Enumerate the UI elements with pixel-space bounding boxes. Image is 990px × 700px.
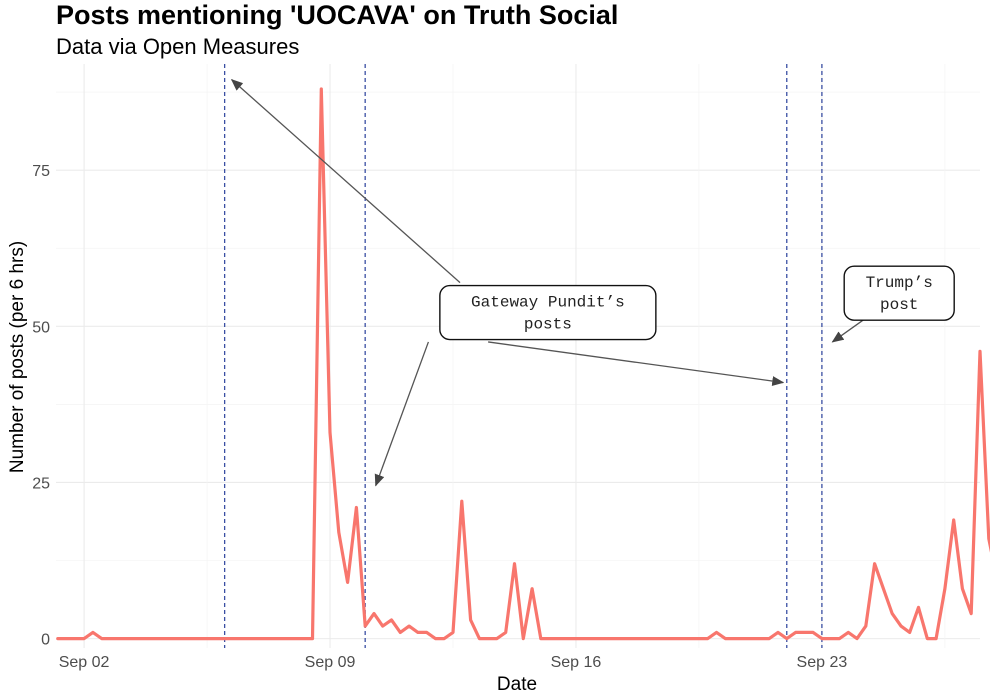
annotation-arrows xyxy=(230,78,868,487)
chart-subtitle: Data via Open Measures xyxy=(56,34,300,59)
annotation-arrow xyxy=(488,341,785,386)
x-tick-label: Sep 09 xyxy=(305,654,356,671)
x-tick-label: Sep 16 xyxy=(551,654,602,671)
y-tick-label: 0 xyxy=(41,632,50,649)
axis-ticks: 0 25 50 75 Sep 02 Sep 09 Sep 16 Sep 23 xyxy=(32,163,847,671)
annotation-arrow xyxy=(831,316,868,343)
series-lines xyxy=(56,87,990,641)
y-tick-label: 25 xyxy=(32,475,50,492)
annotation-text: post xyxy=(880,296,918,314)
annotation-arrow xyxy=(374,341,430,487)
annotation-text: posts xyxy=(524,316,572,334)
series-line xyxy=(56,87,990,641)
annotation-box xyxy=(843,265,955,321)
x-tick-label: Sep 02 xyxy=(59,654,110,671)
grid-lines xyxy=(56,64,980,648)
chart-title: Posts mentioning 'UOCAVA' on Truth Socia… xyxy=(56,0,619,30)
x-axis-title: Date xyxy=(497,674,537,695)
annotation-labels: Gateway Pundit’s posts Trump’s post xyxy=(439,265,955,341)
annotation-text: Trump’s xyxy=(866,274,933,292)
reference-lines xyxy=(223,64,823,648)
annotation-box xyxy=(439,284,657,341)
y-tick-label: 50 xyxy=(32,319,50,336)
y-tick-label: 75 xyxy=(32,163,50,180)
annotation-arrow xyxy=(230,78,461,284)
annotation-text: Gateway Pundit’s xyxy=(471,294,625,312)
y-axis-title: Number of posts (per 6 hrs) xyxy=(7,241,28,473)
x-tick-label: Sep 23 xyxy=(797,654,848,671)
